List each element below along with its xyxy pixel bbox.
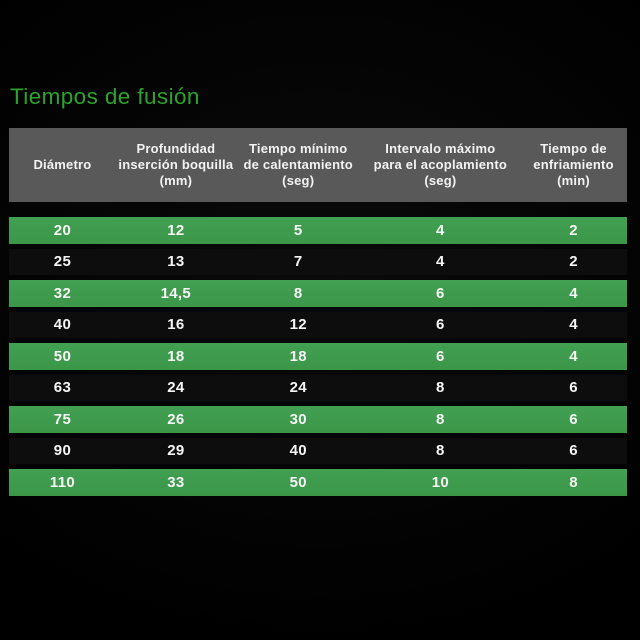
table-cell: 50 (53, 347, 72, 365)
table-cell: 16 (167, 316, 185, 334)
table-cell: 110 (49, 473, 75, 491)
column-header-intervalo-acoplamiento: Intervalo máximo para el acoplamiento (s… (373, 141, 507, 188)
page-title: Tiempos de fusión (10, 84, 200, 109)
column-header-diametro: Diámetro (33, 157, 92, 172)
table-cell: 6 (569, 410, 578, 428)
table-cell: 2 (569, 221, 578, 239)
table-cell: 50 (289, 473, 307, 491)
table-cell: 18 (289, 347, 307, 365)
table-cell: 32 (53, 284, 72, 302)
table-cell: 30 (289, 410, 307, 428)
table-body: 20 12 5 4 2 25 13 7 4 2 32 14,5 8 6 4 (9, 217, 627, 496)
table-row: 90 29 40 8 6 (9, 437, 627, 464)
table-cell: 4 (569, 284, 578, 302)
table-cell: 4 (569, 316, 578, 334)
table-cell: 8 (436, 442, 445, 460)
table-row: 110 33 50 10 8 (9, 469, 627, 496)
fusion-times-table: Diámetro Profundidad inserción boquilla … (9, 128, 627, 496)
table-cell: 25 (53, 253, 72, 271)
table-cell: 40 (53, 316, 72, 334)
table-cell: 75 (53, 410, 72, 428)
column-header-tiempo-enfriamiento: Tiempo de enfriamiento (min) (533, 141, 614, 188)
column-header-tiempo-calentamiento: Tiempo mínimo de calentamiento (seg) (243, 141, 353, 188)
table-cell: 8 (436, 410, 445, 428)
table-cell: 2 (569, 253, 578, 271)
table-cell: 29 (167, 442, 185, 460)
table-cell: 8 (293, 284, 303, 302)
table-cell: 7 (293, 253, 303, 271)
table-cell: 8 (569, 473, 578, 491)
table-cell: 90 (53, 442, 72, 460)
table-row: 25 13 7 4 2 (9, 248, 627, 275)
table-row: 20 12 5 4 2 (9, 217, 627, 244)
table-cell: 40 (289, 442, 307, 460)
table-cell: 12 (167, 221, 185, 239)
table-row: 63 24 24 8 6 (9, 374, 627, 401)
table-row: 75 26 30 8 6 (9, 406, 627, 433)
table-cell: 12 (289, 316, 307, 334)
table-cell: 5 (293, 221, 303, 239)
table-cell: 33 (167, 473, 185, 491)
table-cell: 4 (436, 253, 445, 271)
table-cell: 6 (569, 442, 578, 460)
table-cell: 6 (569, 379, 578, 397)
table-cell: 18 (167, 347, 185, 365)
table-cell: 24 (289, 379, 307, 397)
table-cell: 63 (53, 379, 72, 397)
table-row: 32 14,5 8 6 4 (9, 280, 627, 307)
table-row: 40 16 12 6 4 (9, 311, 627, 338)
table-cell: 6 (436, 347, 445, 365)
table-cell: 26 (167, 410, 185, 428)
table-cell: 24 (167, 379, 185, 397)
table-cell: 6 (436, 284, 445, 302)
table-cell: 6 (436, 316, 445, 334)
table-cell: 8 (436, 379, 445, 397)
table-header-row: Diámetro Profundidad inserción boquilla … (9, 128, 627, 202)
table-row: 50 18 18 6 4 (9, 343, 627, 370)
table-cell: 14,5 (160, 284, 192, 302)
table-cell: 20 (53, 221, 72, 239)
table-cell: 10 (431, 473, 449, 491)
table-cell: 13 (167, 253, 185, 271)
table-cell: 4 (436, 221, 445, 239)
column-header-profundidad: Profundidad inserción boquilla (mm) (118, 141, 234, 188)
table-cell: 4 (569, 347, 578, 365)
